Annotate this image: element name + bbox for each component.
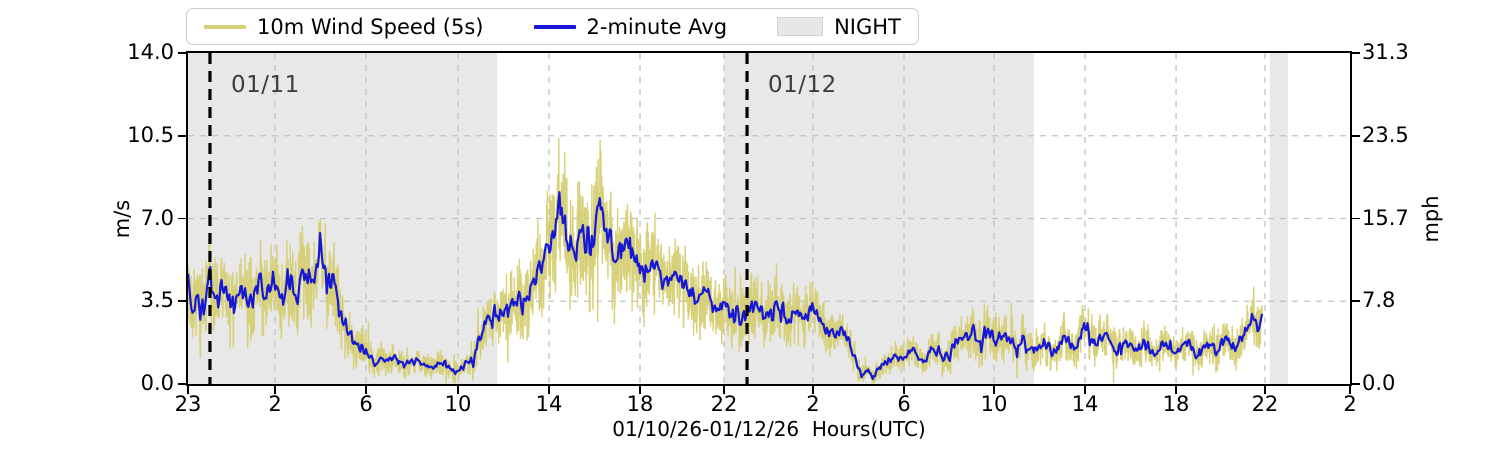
y-tick-label-right: 31.3 bbox=[1362, 40, 1409, 64]
x-tick-label: 18 bbox=[626, 392, 654, 416]
x-tick bbox=[993, 386, 995, 394]
y-tick-left bbox=[178, 52, 186, 54]
x-tick-label: 2 bbox=[806, 392, 820, 416]
y-tick-left bbox=[178, 134, 186, 137]
y-tick-left bbox=[178, 217, 186, 220]
y-tick-right bbox=[1352, 134, 1360, 137]
y-tick-label-right: 7.8 bbox=[1362, 288, 1396, 313]
avg-wind-series-line bbox=[188, 191, 1264, 381]
y-tick-label-left: 10.5 bbox=[127, 122, 174, 147]
y-tick-label-left: 0.0 bbox=[140, 371, 174, 395]
y-axis-label-left: m/s bbox=[110, 199, 134, 239]
x-tick bbox=[639, 386, 641, 394]
y-axis-label-right: mph bbox=[1419, 195, 1443, 243]
x-tick-label: 10 bbox=[444, 392, 472, 416]
x-tick bbox=[903, 386, 905, 394]
date-annotation-0111: 01/11 bbox=[230, 72, 300, 98]
x-tick-label: 22 bbox=[1251, 392, 1279, 416]
x-tick bbox=[457, 386, 459, 394]
x-tick bbox=[1175, 386, 1177, 394]
legend-label-wind-5s: 10m Wind Speed (5s) bbox=[257, 14, 484, 39]
x-tick-label: 6 bbox=[359, 392, 373, 416]
y-tick-label-right: 0.0 bbox=[1362, 371, 1396, 395]
legend-item-2min-avg: 2-minute Avg bbox=[533, 14, 728, 39]
y-tick-label-left: 14.0 bbox=[127, 40, 174, 64]
x-tick-label: 14 bbox=[535, 392, 563, 416]
x-tick bbox=[365, 386, 367, 394]
x-tick bbox=[723, 386, 725, 394]
x-tick bbox=[187, 386, 189, 394]
x-tick-label: 18 bbox=[1162, 392, 1190, 416]
x-tick bbox=[548, 386, 550, 394]
night-patch-swatch-icon bbox=[777, 17, 824, 36]
x-tick bbox=[1349, 386, 1351, 394]
legend-item-night: NIGHT bbox=[777, 15, 901, 39]
x-tick bbox=[1264, 386, 1266, 394]
x-tick-label: 6 bbox=[897, 392, 911, 416]
chart-canvas bbox=[188, 53, 1350, 384]
y-tick-left bbox=[178, 383, 186, 385]
x-tick-label: 10 bbox=[980, 392, 1008, 416]
legend-label-night: NIGHT bbox=[834, 14, 901, 39]
wind-5s-line-swatch-icon bbox=[204, 24, 246, 29]
y-tick-label-right: 15.7 bbox=[1362, 205, 1409, 230]
y-tick-label-left: 7.0 bbox=[140, 205, 174, 230]
legend-label-2min-avg: 2-minute Avg bbox=[586, 14, 728, 39]
y-tick-right bbox=[1352, 383, 1360, 385]
x-tick-label: 22 bbox=[710, 392, 738, 416]
x-tick-label: 2 bbox=[1343, 392, 1357, 416]
x-tick bbox=[1084, 386, 1086, 394]
plot-area: 01/11 01/12 bbox=[186, 51, 1352, 386]
date-annotation-0112: 01/12 bbox=[768, 72, 837, 98]
y-tick-right bbox=[1352, 52, 1360, 54]
y-tick-right bbox=[1352, 217, 1360, 220]
x-axis-label: 01/10/26-01/12/26 Hours(UTC) bbox=[612, 417, 926, 441]
y-tick-label-left: 3.5 bbox=[140, 288, 174, 313]
night-band bbox=[188, 53, 498, 384]
x-tick bbox=[274, 386, 276, 394]
avg-line-swatch-icon bbox=[533, 24, 576, 29]
x-tick-label: 23 bbox=[174, 392, 202, 416]
y-tick-label-right: 23.5 bbox=[1362, 122, 1409, 147]
y-tick-left bbox=[178, 300, 186, 303]
x-tick bbox=[812, 386, 814, 394]
x-tick-label: 2 bbox=[268, 392, 282, 416]
legend-item-wind-5s: 10m Wind Speed (5s) bbox=[204, 15, 484, 39]
chart-legend: 10m Wind Speed (5s) 2-minute Avg NIGHT bbox=[186, 8, 919, 45]
y-tick-right bbox=[1352, 300, 1360, 303]
x-tick-label: 14 bbox=[1071, 392, 1099, 416]
